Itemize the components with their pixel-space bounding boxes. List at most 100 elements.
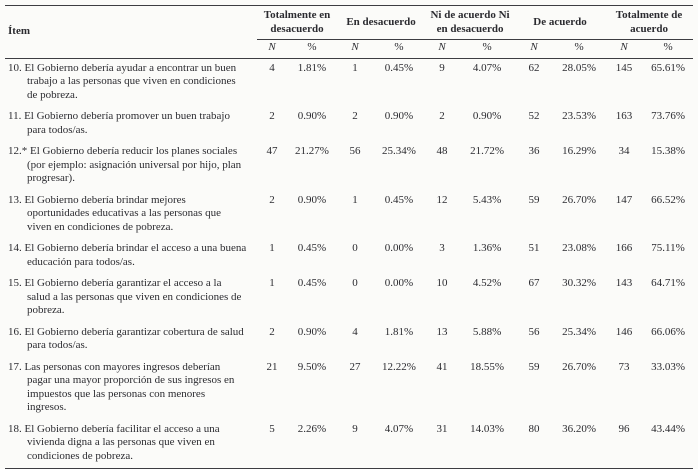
value-cell: 9.50% [297, 360, 327, 373]
value-cell: 30.32% [562, 277, 596, 289]
likert-frequency-table: Ítem Totalmente en desacuerdo En desacue… [5, 5, 694, 469]
value-cell: 3 [439, 242, 445, 254]
subheader-pct: % [459, 39, 516, 59]
value-cell: 66.06% [651, 325, 685, 338]
value-cell: 2 [269, 325, 275, 338]
value-cell: 59 [528, 360, 540, 373]
value-cell: 18.55% [470, 360, 504, 373]
value-cell: 12.22% [382, 360, 416, 373]
item-text: 10. El Gobierno debería ayudar a encontr… [8, 61, 237, 101]
value-cell: 36 [528, 145, 540, 157]
value-cell: 23.08% [562, 242, 596, 254]
value-cell: 0.90% [297, 193, 327, 206]
item-text: 18. El Gobierno debería facilitar el acc… [8, 422, 220, 462]
subheader-n: N [337, 39, 374, 59]
subheader-row: N % N % N % N % N % [5, 39, 694, 59]
value-cell: 14.03% [459, 419, 516, 469]
value-cell: 146 [615, 325, 633, 338]
value-cell: 15.38% [651, 145, 685, 157]
item-cell: 16. El Gobierno debería garantizar cober… [5, 323, 257, 358]
group-header-ni-de-acuerdo-ni-en-desacuerdo: Ni de acuerdo Ni en desacuerdo [425, 5, 516, 40]
item-text: 16. El Gobierno debería garantizar cober… [8, 325, 244, 352]
value-cell: 1 [352, 193, 358, 206]
value-cell: 25.34% [562, 325, 596, 338]
value-cell: 9 [337, 419, 374, 469]
value-cell: 73 [618, 360, 630, 373]
value-cell: 41 [436, 360, 448, 373]
subheader-pct: % [553, 39, 606, 59]
value-cell: 66.52% [651, 193, 685, 206]
item-cell: 10. El Gobierno debería ayudar a encontr… [5, 58, 257, 107]
subheader-pct: % [643, 39, 694, 59]
group-header-row: Ítem Totalmente en desacuerdo En desacue… [5, 5, 694, 59]
value-cell: 4.52% [472, 277, 502, 289]
subheader-n: N [605, 39, 644, 59]
value-cell: 27 [349, 360, 361, 373]
subheader-n: N [425, 39, 460, 59]
value-cell: 1.81% [384, 325, 414, 338]
item-text: 14. El Gobierno debería brindar el acces… [8, 242, 247, 268]
table-body: 10. El Gobierno debería ayudar a encontr… [5, 58, 694, 469]
value-cell: 0 [352, 277, 358, 289]
group-header-de-acuerdo: De acuerdo [515, 5, 606, 40]
subheader-n: N [515, 39, 554, 59]
item-text: 11. El Gobierno debería promover un buen… [8, 110, 230, 136]
value-cell: 28.05% [562, 61, 596, 74]
value-cell: 62 [528, 61, 540, 74]
item-cell: 15. El Gobierno debería garantizar el ac… [5, 274, 257, 323]
item-text: 15. El Gobierno debería garantizar el ac… [8, 277, 242, 316]
table-row: 14. El Gobierno debería brindar el acces… [5, 239, 693, 274]
value-cell: 1 [269, 277, 275, 289]
value-cell: 4 [352, 325, 358, 338]
value-cell: 4 [269, 61, 275, 74]
value-cell: 56 [349, 145, 361, 157]
item-cell: 17. Las personas con mayores ingresos de… [5, 358, 257, 420]
item-text: 17. Las personas con mayores ingresos de… [8, 360, 235, 414]
value-cell: 96 [605, 419, 644, 469]
value-cell: 163 [615, 110, 633, 122]
value-cell: 0.90% [297, 110, 327, 122]
subheader-n: N [257, 39, 287, 59]
value-cell: 0.45% [297, 277, 327, 289]
table-row: 18. El Gobierno debería facilitar el acc… [5, 419, 694, 469]
table-header: Ítem Totalmente en desacuerdo En desacue… [5, 5, 694, 59]
value-cell: 2 [439, 110, 445, 122]
value-cell: 2.26% [287, 419, 338, 469]
value-cell: 26.70% [562, 360, 596, 373]
group-header-totalmente-en-desacuerdo: Totalmente en desacuerdo [257, 5, 338, 40]
table-row: 16. El Gobierno debería garantizar cober… [5, 323, 693, 358]
value-cell: 1 [269, 242, 275, 254]
table-row: 17. Las personas con mayores ingresos de… [5, 358, 693, 420]
value-cell: 59 [528, 193, 540, 206]
value-cell: 2 [269, 110, 275, 122]
value-cell: 0.00% [384, 277, 414, 289]
value-cell: 0.45% [384, 193, 414, 206]
value-cell: 10 [436, 277, 448, 289]
item-cell: 14. El Gobierno debería brindar el acces… [5, 239, 257, 274]
value-cell: 9 [439, 61, 445, 74]
value-cell: 23.53% [562, 110, 596, 122]
value-cell: 34 [618, 145, 630, 157]
value-cell: 33.03% [651, 360, 685, 373]
value-cell: 47 [266, 145, 278, 157]
value-cell: 145 [615, 61, 633, 74]
value-cell: 21.72% [470, 145, 504, 157]
value-cell: 0 [352, 242, 358, 254]
group-header-en-desacuerdo: En desacuerdo [337, 5, 426, 40]
value-cell: 36.20% [553, 419, 606, 469]
value-cell: 64.71% [651, 277, 685, 289]
value-cell: 4.07% [373, 419, 426, 469]
value-cell: 1.81% [297, 61, 327, 74]
value-cell: 2 [269, 193, 275, 206]
table-row: 10. El Gobierno debería ayudar a encontr… [5, 58, 693, 107]
subheader-pct: % [287, 39, 338, 59]
value-cell: 31 [425, 419, 460, 469]
table-row: 15. El Gobierno debería garantizar el ac… [5, 274, 693, 323]
value-cell: 52 [528, 110, 540, 122]
value-cell: 48 [436, 145, 448, 157]
value-cell: 0.45% [384, 61, 414, 74]
table-row: 13. El Gobierno debería brindar mejores … [5, 191, 693, 240]
value-cell: 0.00% [384, 242, 414, 254]
item-cell: 18. El Gobierno debería facilitar el acc… [5, 419, 257, 469]
value-cell: 80 [515, 419, 554, 469]
